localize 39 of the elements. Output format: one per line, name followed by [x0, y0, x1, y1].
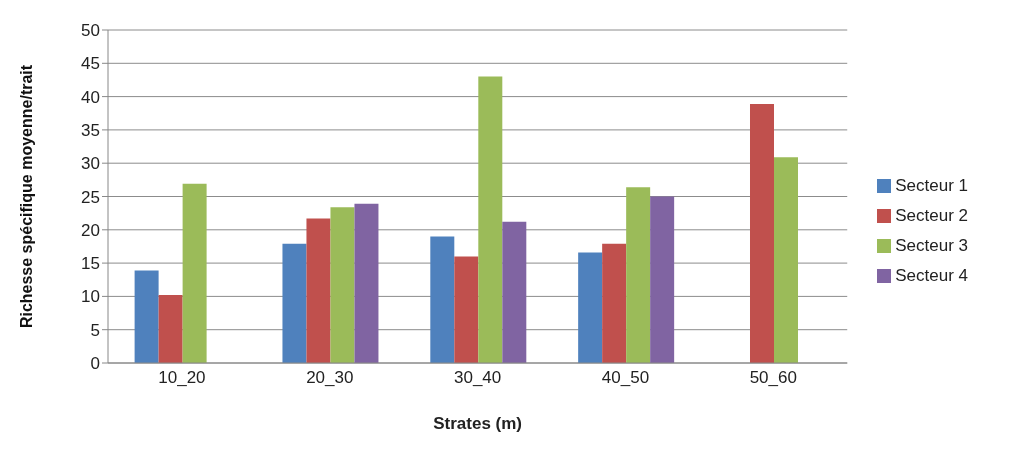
- legend-label: Secteur 1: [895, 175, 968, 195]
- x-tick-label: 50_60: [749, 368, 797, 388]
- y-tick-label: 45: [81, 54, 100, 74]
- bar: [502, 221, 527, 363]
- y-tick-label: 30: [81, 154, 100, 174]
- bar: [650, 196, 675, 363]
- y-tick-label: 15: [81, 254, 100, 274]
- legend-label: Secteur 4: [895, 265, 968, 285]
- y-tick-label: 35: [81, 120, 100, 140]
- x-axis-title: Strates (m): [433, 414, 523, 433]
- bar: [330, 207, 355, 363]
- x-tick-label: 20_30: [306, 368, 354, 388]
- y-tick-label: 10: [81, 287, 100, 307]
- bar: [282, 243, 307, 363]
- legend-label: Secteur 2: [895, 205, 968, 225]
- bar: [750, 103, 774, 363]
- bar: [306, 218, 331, 363]
- y-tick-label: 5: [90, 320, 100, 340]
- x-tick-label: 30_40: [453, 368, 502, 388]
- bar: [430, 236, 455, 363]
- bar: [454, 256, 479, 363]
- y-tick-label: 40: [81, 87, 100, 107]
- bar: [478, 76, 503, 363]
- y-tick-label: 20: [81, 220, 100, 240]
- bar: [774, 157, 798, 363]
- bar: [602, 243, 627, 363]
- bar: [182, 183, 207, 363]
- bar: [134, 270, 159, 363]
- bar: [578, 252, 603, 363]
- bar: [354, 203, 379, 363]
- y-tick-label: 50: [81, 21, 100, 41]
- bar: [158, 295, 183, 363]
- y-axis-title: Richesse spécifique moyenne/trait: [17, 64, 35, 329]
- bar: [626, 187, 651, 363]
- x-tick-label: 40_50: [601, 368, 650, 388]
- legend-label: Secteur 3: [895, 235, 968, 255]
- y-tick-label: 0: [90, 354, 100, 374]
- x-tick-label: 10_20: [158, 368, 206, 388]
- y-tick-label: 25: [81, 187, 100, 207]
